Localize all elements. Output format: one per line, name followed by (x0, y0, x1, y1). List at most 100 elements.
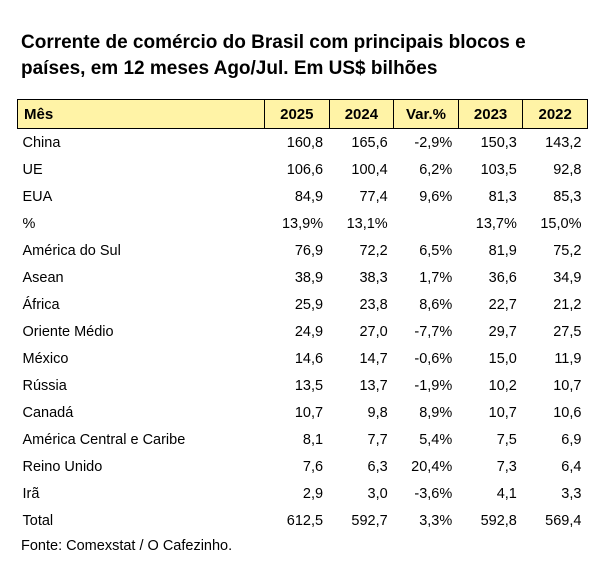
table-cell: 13,9% (281, 215, 324, 232)
table-cell: 569,4 (545, 512, 582, 529)
table-cell: 6,5% (419, 242, 453, 259)
table-cell: 22,7 (488, 296, 517, 313)
table-cell: 84,9 (294, 188, 324, 205)
table-row: % 13,9% 13,1% 13,7% 15,0% (18, 210, 588, 237)
row-label: Asean (22, 269, 64, 286)
table-cell: -0,6% (414, 350, 453, 367)
table-cell: 10,7 (294, 404, 324, 421)
table-cell: 165,6 (351, 134, 388, 151)
table-cell: -3,6% (414, 485, 453, 502)
table-cell: -2,9% (414, 134, 453, 151)
row-label: África (22, 296, 60, 313)
table-cell: 160,8 (286, 134, 324, 151)
row-label: Rússia (22, 377, 67, 394)
table-cell: 34,9 (553, 269, 582, 286)
row-label: Canadá (22, 404, 74, 421)
header-mes: Mês (17, 99, 265, 129)
table-row: UE 106,6 100,4 6,2% 103,5 92,8 (18, 156, 588, 183)
table-cell: 13,7 (359, 377, 388, 394)
table-cell: 81,9 (488, 242, 517, 259)
table-cell: 6,9 (561, 431, 582, 448)
table-cell: 6,3 (367, 458, 388, 475)
table-cell: 7,7 (367, 431, 388, 448)
table-row: Total 612,5 592,7 3,3% 592,8 569,4 (18, 507, 588, 534)
row-label: México (22, 350, 69, 367)
table-cell: 8,1 (302, 431, 324, 448)
table-cell: 85,3 (553, 188, 582, 205)
table-cell: 10,6 (553, 404, 582, 421)
table-cell: 592,7 (351, 512, 388, 529)
table-row: Canadá 10,7 9,8 8,9% 10,7 10,6 (18, 399, 588, 426)
table-cell: 14,7 (359, 350, 388, 367)
table-row: China 160,8 165,6 -2,9% 150,3 143,2 (18, 129, 588, 157)
table-cell: 13,5 (294, 377, 324, 394)
header-2025: 2025 (264, 99, 330, 129)
table-cell: 3,3% (419, 512, 453, 529)
table-cell: 24,9 (294, 323, 324, 340)
table-cell: 9,8 (367, 404, 388, 421)
table-cell: 7,6 (302, 458, 324, 475)
table-cell: 81,3 (488, 188, 517, 205)
table-cell: 143,2 (545, 134, 582, 151)
table-cell: 2,9 (302, 485, 324, 502)
table-cell: 4,1 (496, 485, 517, 502)
table-cell: 10,7 (553, 377, 582, 394)
row-label: Total (22, 512, 54, 529)
table-cell: 76,9 (294, 242, 324, 259)
header-var: Var.% (393, 99, 459, 129)
table-cell: 11,9 (554, 350, 582, 367)
table-cell: 38,3 (359, 269, 388, 286)
table-cell: 100,4 (351, 161, 388, 178)
table-cell: 3,3 (561, 485, 582, 502)
table-row: EUA 84,9 77,4 9,6% 81,3 85,3 (18, 183, 588, 210)
table-cell: 15,0% (540, 215, 582, 232)
trade-table: Mês 2025 2024 Var.% 2023 2022 China 160,8… (17, 99, 588, 534)
row-label: Irã (22, 485, 40, 502)
row-label: China (22, 134, 61, 151)
table-cell: -1,9% (414, 377, 453, 394)
source-note: Fonte: Comexstat / O Cafezinho. (21, 538, 233, 554)
table-cell: 8,6% (419, 296, 453, 313)
table-cell: 6,4 (561, 458, 582, 475)
table-cell: 10,7 (488, 404, 517, 421)
table-cell: 14,6 (294, 350, 324, 367)
table-row: América Central e Caribe 8,1 7,7 5,4% 7,5 6,9 (18, 426, 588, 453)
table-body: China 160,8 165,6 -2,9% 150,3 143,2 UE 106,6 100… (18, 129, 588, 535)
table-cell: 21,2 (553, 296, 582, 313)
table-cell: 20,4% (411, 458, 453, 475)
table-cell: 92,8 (553, 161, 582, 178)
table-title: Corrente de comércio do Brasil com princ… (21, 32, 526, 79)
table-cell: 3,0 (367, 485, 388, 502)
table-cell: 9,6% (419, 188, 453, 205)
table-cell: 150,3 (480, 134, 517, 151)
table-row: Oriente Médio 24,9 27,0 -7,7% 29,7 27,5 (18, 318, 588, 345)
table-cell (394, 210, 459, 237)
table-cell: 106,6 (286, 161, 324, 178)
table-cell: 75,2 (553, 242, 582, 259)
table-cell: 38,9 (294, 269, 324, 286)
table-cell: 7,3 (496, 458, 517, 475)
header-2022: 2022 (522, 99, 588, 129)
table-row: América do Sul 76,9 72,2 6,5% 81,9 75,2 (18, 237, 588, 264)
table-row: Rússia 13,5 13,7 -1,9% 10,2 10,7 (18, 372, 588, 399)
table-cell: 5,4% (419, 431, 453, 448)
header-2023: 2023 (457, 99, 524, 129)
row-label: América do Sul (22, 242, 121, 259)
table-row: África 25,9 23,8 8,6% 22,7 21,2 (18, 291, 588, 318)
table-cell: 77,4 (359, 188, 388, 205)
row-label: Reino Unido (22, 458, 103, 475)
table-cell: 27,0 (359, 323, 388, 340)
table-cell: -7,7% (414, 323, 453, 340)
row-label: América Central e Caribe (22, 431, 186, 448)
table-cell: 1,7% (419, 269, 453, 286)
table-row: Irã 2,9 3,0 -3,6% 4,1 3,3 (18, 480, 588, 507)
table-cell: 592,8 (480, 512, 517, 529)
table-cell: 612,5 (286, 512, 324, 529)
table-row: México 14,6 14,7 -0,6% 15,0 11,9 (18, 345, 588, 372)
row-label: UE (22, 161, 43, 178)
header-2024: 2024 (328, 99, 395, 129)
table-cell: 10,2 (488, 377, 517, 394)
table-row: Asean 38,9 38,3 1,7% 36,6 34,9 (18, 264, 588, 291)
table-cell: 7,5 (496, 431, 517, 448)
table-cell: 27,5 (553, 323, 582, 340)
